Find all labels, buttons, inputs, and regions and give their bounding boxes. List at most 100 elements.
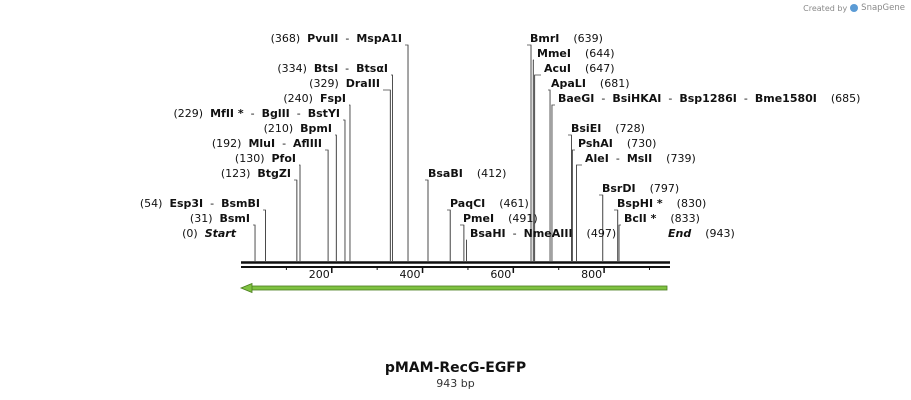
site-enzyme-name: FspI (320, 92, 346, 105)
ruler-tick-label-800: 800 (581, 268, 602, 281)
svg-text:(210) BpmI: (210) BpmI (264, 122, 332, 135)
snapgene-credit: Created by SnapGene (803, 3, 905, 13)
site-label-apali[interactable]: ApaLI (681) (551, 77, 630, 90)
site-label-pvuii[interactable]: (368) PvuII - MspA1I (271, 32, 402, 45)
site-label-bmri[interactable]: BmrI (639) (530, 32, 603, 45)
site-label-baegi[interactable]: BaeGI - BsiHKAI - Bsp1286I - Bme1580I (6… (558, 92, 860, 105)
site-label-bsrdi[interactable]: BsrDI (797) (602, 182, 679, 195)
site-label-paqci[interactable]: PaqCI (461) (450, 197, 529, 210)
site-label-bcli[interactable]: BclI * (833) (624, 212, 700, 225)
connector-bsiei (568, 134, 572, 261)
site-label-pfoi[interactable]: (130) PfoI (235, 152, 296, 165)
site-separator: - (609, 152, 627, 165)
site-enzyme-name: NmeAIII (524, 227, 573, 240)
site-label-btsi[interactable]: (334) BtsI - BtsαI (277, 62, 388, 75)
site-enzyme-name: Esp3I (169, 197, 203, 210)
svg-text:(229) MfII * - BglII - Bs: (229) MfII * - BglII - BstYI (174, 107, 340, 120)
site-position: (192) (212, 137, 249, 150)
ruler-tick-label-200: 200 (309, 268, 330, 281)
site-label-btgzi[interactable]: (123) BtgZI (221, 167, 291, 180)
svg-text:BspHI * (830): BspHI * (830) (617, 197, 706, 210)
site-label-mlui[interactable]: (192) MluI - AflIII (212, 137, 322, 150)
site-enzyme-name: PvuII (307, 32, 338, 45)
site-label-draiii[interactable]: (329) DraIII (309, 77, 380, 90)
site-separator: - (506, 227, 524, 240)
site-label-bsabi[interactable]: BsaBI (412) (428, 167, 506, 180)
site-label-start[interactable]: (0) Start (182, 227, 237, 240)
svg-text:PshAI (730): PshAI (730) (578, 137, 656, 150)
connector-draiii (383, 89, 391, 261)
site-position: (240) (283, 92, 320, 105)
site-enzyme-name: MslI (627, 152, 652, 165)
credit-prefix: Created by (803, 3, 848, 13)
svg-text:AleI - MslI (739): AleI - MslI (739) (585, 152, 696, 165)
site-position: (130) (235, 152, 272, 165)
site-label-alei[interactable]: AleI - MslI (739) (585, 152, 696, 165)
site-position: (644) (571, 47, 615, 60)
site-label-pmei[interactable]: PmeI (491) (463, 212, 538, 225)
site-label-bsahi[interactable]: BsaHI - NmeAIII (497) (470, 227, 616, 240)
svg-text:MmeI (644): MmeI (644) (537, 47, 615, 60)
connector-paqci (447, 209, 451, 261)
egfp-feature-bar[interactable] (250, 285, 668, 291)
site-separator: - (290, 107, 308, 120)
site-position: (334) (277, 62, 314, 75)
svg-text:(192) MluI - AflIII: (192) MluI - AflIII (212, 137, 322, 150)
site-position: (329) (309, 77, 346, 90)
site-position: (728) (601, 122, 645, 135)
svg-text:End (943): End (943) (668, 227, 735, 240)
site-enzyme-name: BtsI (314, 62, 338, 75)
site-position: (739) (652, 152, 696, 165)
site-label-bsmi[interactable]: (31) BsmI (190, 212, 250, 225)
site-enzyme-name: End (668, 227, 691, 240)
site-label-mmei[interactable]: MmeI (644) (537, 47, 615, 60)
site-position: (681) (586, 77, 630, 90)
site-enzyme-name: PmeI (463, 212, 494, 225)
site-label-fspi[interactable]: (240) FspI (283, 92, 346, 105)
svg-text:AcuI (647): AcuI (647) (544, 62, 615, 75)
svg-text:(240) FspI: (240) FspI (283, 92, 346, 105)
site-position: (685) (817, 92, 861, 105)
site-position: (833) (656, 212, 700, 225)
sequence-backbone (241, 261, 670, 268)
site-enzyme-name: PfoI (272, 152, 297, 165)
site-label-pshai[interactable]: PshAI (730) (578, 137, 656, 150)
site-enzyme-name: BtsαI (356, 62, 388, 75)
site-position: (210) (264, 122, 301, 135)
site-separator: - (203, 197, 221, 210)
site-separator: - (338, 32, 356, 45)
connector-btgzi (294, 179, 298, 261)
site-label-acui[interactable]: AcuI (647) (544, 62, 615, 75)
svg-text:(334) BtsI - BtsαI: (334) BtsI - BtsαI (277, 62, 388, 75)
site-label-mfii[interactable]: (229) MfII * - BglII - BstYI (174, 107, 340, 120)
site-label-esp3i[interactable]: (54) Esp3I - BsmBI (140, 197, 260, 210)
site-position: (797) (636, 182, 680, 195)
plasmid-length: 943 bp (436, 377, 475, 390)
site-separator: - (594, 92, 612, 105)
site-enzyme-name: BaeGI (558, 92, 594, 105)
site-label-bpmi[interactable]: (210) BpmI (264, 122, 332, 135)
site-label-bsiei[interactable]: BsiEI (728) (571, 122, 645, 135)
site-enzyme-name: MfII * (210, 107, 244, 120)
site-enzyme-name: PshAI (578, 137, 613, 150)
snapgene-logo-icon (850, 4, 859, 12)
egfp-feature[interactable] (239, 282, 668, 294)
svg-text:BsrDI (797): BsrDI (797) (602, 182, 679, 195)
site-position: (368) (271, 32, 308, 45)
site-position: (123) (221, 167, 258, 180)
svg-text:PmeI (491): PmeI (491) (463, 212, 538, 225)
site-separator: - (275, 137, 293, 150)
site-position: (497) (573, 227, 617, 240)
ruler: 200 400 600 800 (285, 266, 650, 281)
site-label-bsphi[interactable]: BspHI * (830) (617, 197, 706, 210)
site-enzyme-name: BsrDI (602, 182, 636, 195)
site-label-end[interactable]: End (943) (668, 227, 735, 240)
credit-brand: SnapGene (861, 3, 905, 13)
svg-text:(54) Esp3I - BsmBI: (54) Esp3I - BsmBI (140, 197, 260, 210)
site-enzyme-name: BpmI (300, 122, 332, 135)
site-enzyme-name: Start (205, 227, 237, 240)
site-position: (730) (613, 137, 657, 150)
site-enzyme-name: BstYI (308, 107, 340, 120)
site-separator: - (244, 107, 262, 120)
